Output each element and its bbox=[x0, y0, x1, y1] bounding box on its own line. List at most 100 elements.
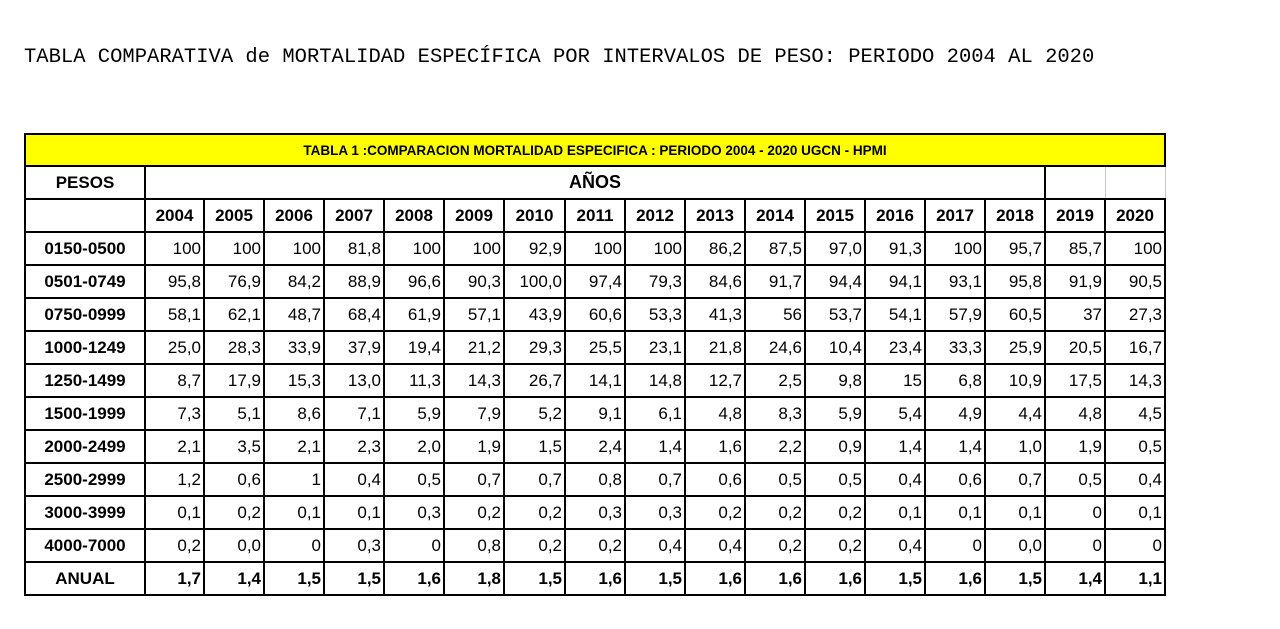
weight-range-label: 1000-1249 bbox=[24, 330, 146, 365]
annual-row: ANUAL 1,7 1,4 1,5 1,5 1,6 1,8 1,5 1,6 1,5 1,6 1,6 1,… bbox=[24, 561, 1166, 596]
annual-value-cell: 1,4 bbox=[1044, 561, 1106, 596]
value-cell: 1,4 bbox=[864, 429, 926, 464]
value-cell: 11,3 bbox=[383, 363, 445, 398]
year-header-cell: 2018 bbox=[984, 198, 1046, 233]
annual-value-cell: 1,5 bbox=[624, 561, 686, 596]
value-cell: 0 bbox=[924, 528, 986, 563]
value-cell: 0,2 bbox=[744, 528, 806, 563]
value-cell: 1 bbox=[263, 462, 325, 497]
value-cell: 97,4 bbox=[564, 264, 626, 299]
value-cell: 0 bbox=[383, 528, 445, 563]
value-cell: 27,3 bbox=[1104, 297, 1166, 332]
value-cell: 1,4 bbox=[924, 429, 986, 464]
value-cell: 26,7 bbox=[503, 363, 566, 398]
value-cell: 0,1 bbox=[144, 495, 205, 530]
value-cell: 29,3 bbox=[503, 330, 566, 365]
value-cell: 2,2 bbox=[744, 429, 806, 464]
annual-value-cell: 1,5 bbox=[864, 561, 926, 596]
value-cell: 8,7 bbox=[144, 363, 205, 398]
value-cell: 0,6 bbox=[924, 462, 986, 497]
value-cell: 81,8 bbox=[323, 231, 385, 266]
value-cell: 37,9 bbox=[323, 330, 385, 365]
year-header-cell: 2011 bbox=[564, 198, 626, 233]
value-cell: 6,8 bbox=[924, 363, 986, 398]
value-cell: 13,0 bbox=[323, 363, 385, 398]
value-cell: 0,3 bbox=[624, 495, 686, 530]
value-cell: 100 bbox=[624, 231, 686, 266]
table-row: 1250-1499 8,7 17,9 15,3 13,0 11,3 14,3 26,7 14,1… bbox=[24, 363, 1166, 398]
value-cell: 0,6 bbox=[203, 462, 265, 497]
value-cell: 0 bbox=[1044, 528, 1106, 563]
value-cell: 7,3 bbox=[144, 396, 205, 431]
blank-header-cell bbox=[1104, 165, 1166, 200]
value-cell: 4,9 bbox=[924, 396, 986, 431]
value-cell: 5,9 bbox=[383, 396, 445, 431]
value-cell: 17,9 bbox=[203, 363, 265, 398]
value-cell: 0,2 bbox=[564, 528, 626, 563]
value-cell: 61,9 bbox=[383, 297, 445, 332]
value-cell: 94,4 bbox=[804, 264, 866, 299]
value-cell: 0,6 bbox=[684, 462, 746, 497]
value-cell: 0,4 bbox=[864, 462, 926, 497]
year-header-cell: 2016 bbox=[864, 198, 926, 233]
table-title: TABLA 1 :COMPARACION MORTALIDAD ESPECIFI… bbox=[24, 133, 1166, 167]
value-cell: 0,1 bbox=[263, 495, 325, 530]
value-cell: 0,3 bbox=[383, 495, 445, 530]
value-cell: 2,1 bbox=[144, 429, 205, 464]
year-header-cell: 2007 bbox=[323, 198, 385, 233]
annual-value-cell: 1,5 bbox=[984, 561, 1046, 596]
value-cell: 79,3 bbox=[624, 264, 686, 299]
value-cell: 8,3 bbox=[744, 396, 806, 431]
value-cell: 0,1 bbox=[864, 495, 926, 530]
years-header: AÑOS bbox=[144, 165, 1046, 200]
value-cell: 25,5 bbox=[564, 330, 626, 365]
annual-value-cell: 1,7 bbox=[144, 561, 205, 596]
table-row: 3000-3999 0,1 0,2 0,1 0,1 0,3 0,2 0,2 0,3 0,3 0,2 0… bbox=[24, 495, 1166, 530]
value-cell: 6,1 bbox=[624, 396, 686, 431]
value-cell: 43,9 bbox=[503, 297, 566, 332]
value-cell: 15,3 bbox=[263, 363, 325, 398]
value-cell: 0,2 bbox=[144, 528, 205, 563]
page-heading: TABLA COMPARATIVA de MORTALIDAD ESPECÍFI… bbox=[24, 46, 1095, 69]
year-header-cell: 2006 bbox=[263, 198, 325, 233]
value-cell: 25,0 bbox=[144, 330, 205, 365]
value-cell: 90,5 bbox=[1104, 264, 1166, 299]
value-cell: 58,1 bbox=[144, 297, 205, 332]
year-header-cell: 2008 bbox=[383, 198, 445, 233]
value-cell: 0,2 bbox=[443, 495, 505, 530]
value-cell: 57,9 bbox=[924, 297, 986, 332]
value-cell: 0 bbox=[263, 528, 325, 563]
value-cell: 97,0 bbox=[804, 231, 866, 266]
value-cell: 100 bbox=[383, 231, 445, 266]
value-cell: 0,2 bbox=[503, 495, 566, 530]
annual-value-cell: 1,6 bbox=[383, 561, 445, 596]
value-cell: 33,9 bbox=[263, 330, 325, 365]
value-cell: 7,9 bbox=[443, 396, 505, 431]
value-cell: 100 bbox=[144, 231, 205, 266]
value-cell: 0,1 bbox=[1104, 495, 1166, 530]
value-cell: 100,0 bbox=[503, 264, 566, 299]
value-cell: 21,2 bbox=[443, 330, 505, 365]
value-cell: 16,7 bbox=[1104, 330, 1166, 365]
annual-value-cell: 1,5 bbox=[263, 561, 325, 596]
value-cell: 0,7 bbox=[443, 462, 505, 497]
value-cell: 0,5 bbox=[383, 462, 445, 497]
weight-range-label: 2500-2999 bbox=[24, 462, 146, 497]
value-cell: 2,4 bbox=[564, 429, 626, 464]
value-cell: 0,1 bbox=[924, 495, 986, 530]
year-corner-cell bbox=[24, 198, 146, 233]
value-cell: 15 bbox=[864, 363, 926, 398]
value-cell: 0,4 bbox=[323, 462, 385, 497]
weight-range-label: 2000-2499 bbox=[24, 429, 146, 464]
value-cell: 2,5 bbox=[744, 363, 806, 398]
weight-range-label: 0150-0500 bbox=[24, 231, 146, 266]
value-cell: 41,3 bbox=[684, 297, 746, 332]
value-cell: 14,1 bbox=[564, 363, 626, 398]
value-cell: 93,1 bbox=[924, 264, 986, 299]
value-cell: 56 bbox=[744, 297, 806, 332]
value-cell: 0,1 bbox=[984, 495, 1046, 530]
value-cell: 9,1 bbox=[564, 396, 626, 431]
blank-header-cell bbox=[1044, 165, 1106, 200]
value-cell: 68,4 bbox=[323, 297, 385, 332]
value-cell: 4,5 bbox=[1104, 396, 1166, 431]
